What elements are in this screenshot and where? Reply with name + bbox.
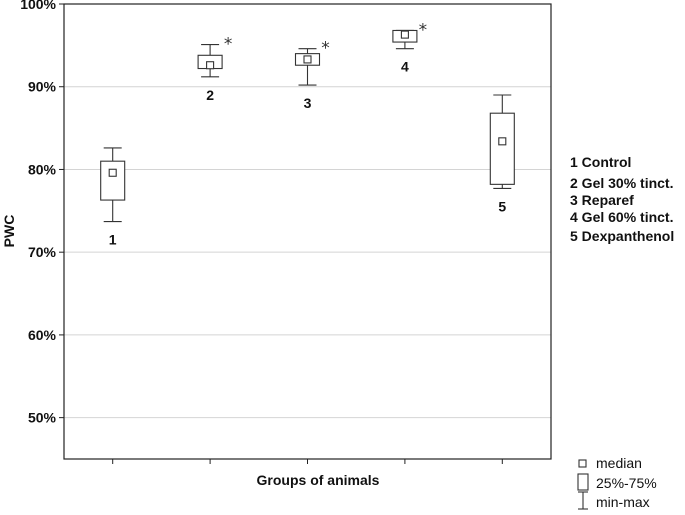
median-marker-2: [206, 61, 215, 70]
box-group-1: [100, 147, 126, 223]
legend-entry-1: 1 Control: [570, 154, 631, 170]
key-box-label: 25%-75%: [596, 475, 657, 491]
group-label-1: 1: [109, 232, 117, 248]
y-axis-title: PWC: [1, 215, 17, 248]
legend-entry-3: 3 Reparef: [570, 192, 634, 208]
median-marker-1: [108, 168, 117, 177]
legend-entry-5: 5 Dexpanthenol: [570, 228, 674, 244]
y-tick-label-50: 50%: [28, 410, 57, 426]
iqr-box-5: [489, 112, 515, 185]
box-series: * * *: [100, 20, 515, 223]
key-median-label: median: [596, 455, 642, 471]
group-label-3: 3: [304, 95, 312, 111]
box-group-3: *: [294, 39, 330, 86]
x-axis-title: Groups of animals: [257, 472, 380, 488]
box-group-5: [489, 94, 515, 190]
median-marker-3: [303, 55, 312, 64]
median-marker-4: [400, 30, 409, 39]
legend-entry-2: 2 Gel 30% tinct.: [570, 175, 673, 191]
iqr-box-1: [100, 160, 126, 201]
gridlines: [64, 86, 551, 419]
box-key-legend: median 25%-75% min-max: [577, 455, 657, 510]
group-label-4: 4: [401, 59, 409, 75]
significance-mark-2: *: [224, 35, 233, 55]
box-key-icon: [577, 473, 589, 491]
x-axis-ticks: [112, 459, 503, 464]
median-key-icon: [578, 459, 587, 468]
y-tick-label-90: 90%: [28, 79, 57, 95]
y-tick-label-70: 70%: [28, 244, 57, 260]
box-group-2: *: [197, 35, 233, 78]
group-label-2: 2: [206, 87, 214, 103]
y-tick-label-100: 100%: [20, 0, 56, 12]
whisker-key-icon: [578, 491, 588, 510]
box-group-4: *: [392, 20, 428, 50]
y-tick-label-80: 80%: [28, 161, 57, 177]
group-legend: 1 Control 2 Gel 30% tinct. 3 Reparef 4 G…: [570, 154, 674, 244]
median-marker-5: [498, 137, 507, 146]
legend-entry-4: 4 Gel 60% tinct.: [570, 209, 673, 225]
y-axis-ticks: 50% 60% 70% 80% 90% 100%: [20, 0, 64, 426]
significance-mark-4: *: [419, 20, 428, 40]
key-whisker-label: min-max: [596, 494, 650, 510]
significance-mark-3: *: [321, 39, 330, 59]
y-tick-label-60: 60%: [28, 327, 57, 343]
group-labels: 1 2 3 4 5: [109, 59, 507, 248]
group-label-5: 5: [498, 198, 506, 214]
